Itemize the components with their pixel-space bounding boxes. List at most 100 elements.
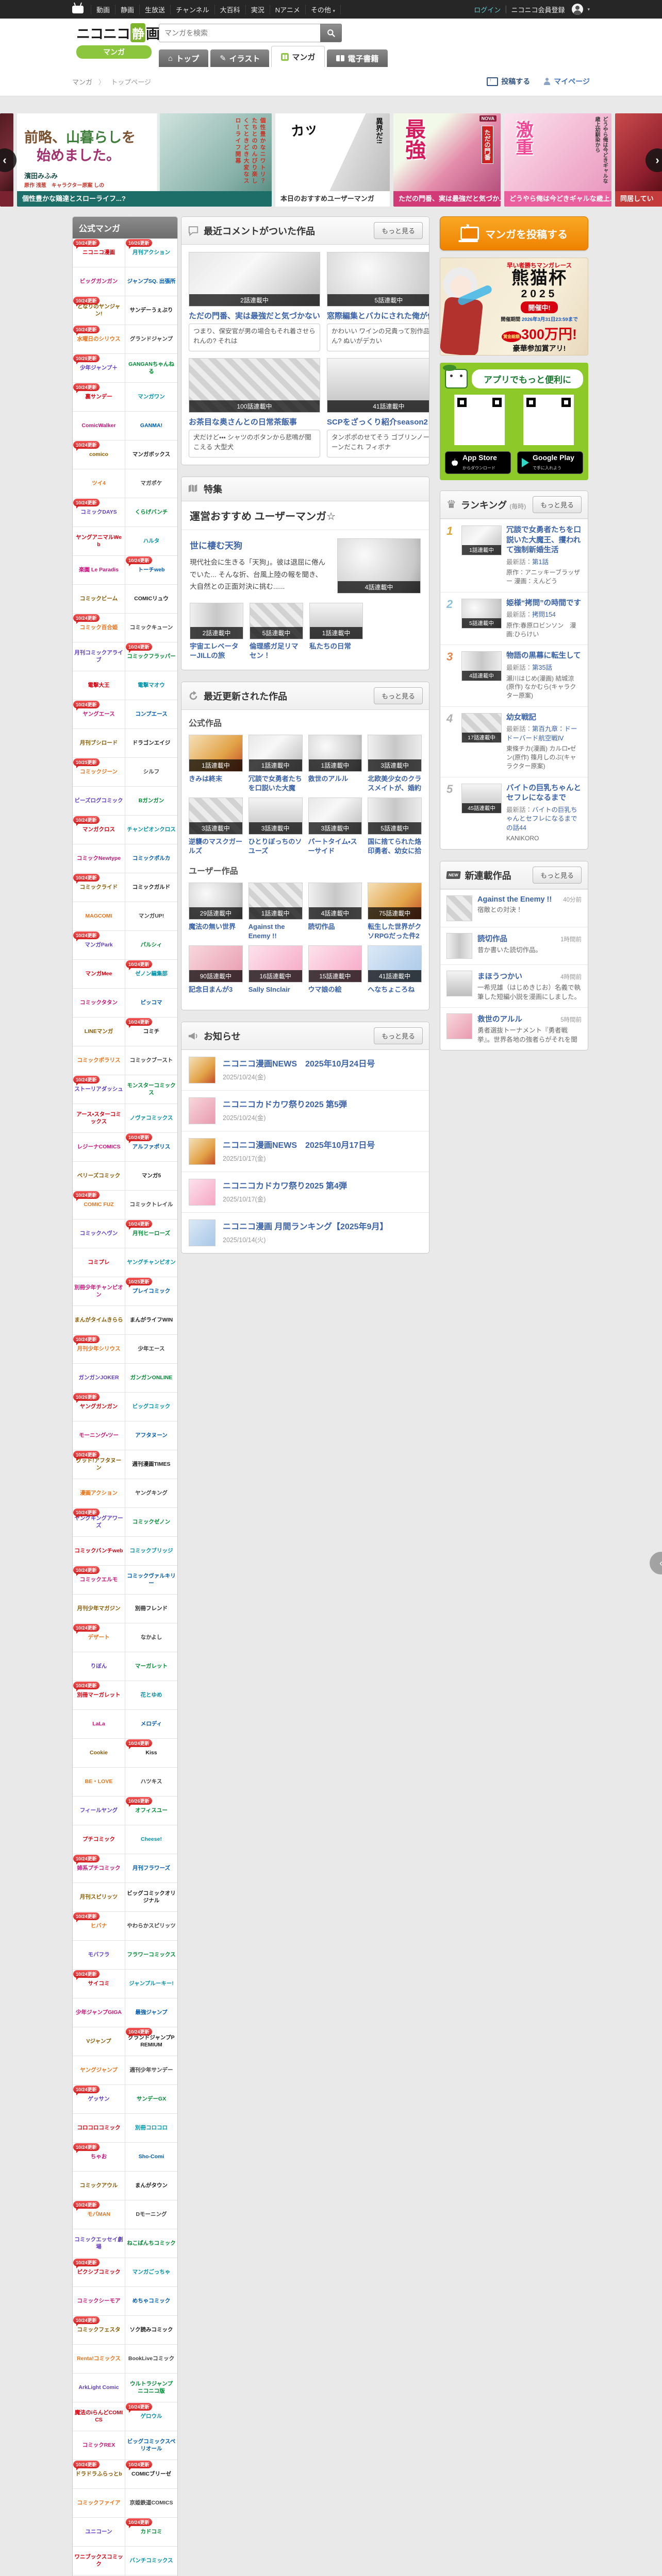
publisher-logo[interactable]: ツイ4 bbox=[73, 469, 125, 498]
carousel-slide[interactable]: 激重 どうやら俺は今どきギャルな歳上幼馴染から どうやら俺は今どきギャルな歳上... bbox=[504, 113, 611, 207]
publisher-logo[interactable]: モバフラ bbox=[73, 1941, 125, 1970]
work-thumbnail[interactable]: 41話連載中 bbox=[368, 945, 422, 983]
publisher-logo[interactable]: フィールヤング bbox=[73, 1797, 125, 1825]
carousel-slide[interactable]: 最強 ただの門番 NOVA ただの門番、実は最強だと気づか... bbox=[393, 113, 501, 207]
tab-illust[interactable]: ✎ イラスト bbox=[210, 49, 270, 67]
tab-top[interactable]: ⌂ トップ bbox=[159, 49, 209, 67]
work-title[interactable]: Against the Enemy !! bbox=[477, 895, 552, 904]
work-thumbnail[interactable]: 5話連載中 bbox=[461, 598, 502, 629]
publisher-logo[interactable]: 10/26更新 オフィスユー bbox=[125, 1797, 177, 1825]
topbar-link[interactable]: 実況 bbox=[246, 4, 270, 14]
publisher-logo[interactable]: BookLiveコミック bbox=[125, 2345, 177, 2374]
publisher-logo[interactable]: 10/24更新 ちゃお bbox=[73, 2143, 125, 2172]
publisher-logo[interactable]: コミックトレイル bbox=[125, 1191, 177, 1219]
publisher-logo[interactable]: サンデーうぇぶり bbox=[125, 296, 177, 325]
work-title[interactable]: ウマ娘の絵 bbox=[308, 986, 342, 994]
publisher-logo[interactable]: 花とゆめ bbox=[125, 1681, 177, 1710]
publisher-logo[interactable]: モンスターコミックス bbox=[125, 1075, 177, 1104]
breadcrumb-root[interactable]: マンガ bbox=[72, 78, 93, 86]
publisher-logo[interactable]: バンチコミックス bbox=[125, 2547, 177, 2575]
news-title[interactable]: ニコニコカドカワ祭り2025 第4弾 bbox=[223, 1182, 347, 1191]
work-thumbnail[interactable] bbox=[446, 933, 472, 959]
publisher-logo[interactable]: 10/24更新 ヒバナ bbox=[73, 1912, 125, 1941]
topbar-link[interactable]: チャンネル bbox=[171, 4, 215, 14]
publisher-logo[interactable]: コンプエース bbox=[125, 700, 177, 729]
publisher-logo[interactable]: 10/24更新 コミックフェスタ bbox=[73, 2316, 125, 2345]
work-title[interactable]: 記念日まんが3 bbox=[189, 986, 233, 994]
work-thumbnail[interactable]: 29話連載中 bbox=[189, 883, 243, 920]
publisher-logo[interactable]: 10/24更新 姉系プチコミック bbox=[73, 1854, 125, 1883]
publisher-logo[interactable]: 少年エース bbox=[125, 1335, 177, 1364]
work-title[interactable]: 転生した世界がクソRPGだった件2 bbox=[368, 923, 422, 940]
publisher-logo[interactable]: 10/24更新 アルファポリス bbox=[125, 1133, 177, 1162]
publisher-logo[interactable]: COMICリュウ bbox=[125, 585, 177, 614]
publisher-logo[interactable]: コミックガルド bbox=[125, 873, 177, 902]
work-thumbnail[interactable]: 1話連載中 bbox=[308, 735, 362, 772]
publisher-logo[interactable]: GANMA! bbox=[125, 412, 177, 440]
latest-episode-link[interactable]: 第1話 bbox=[532, 558, 549, 566]
work-title[interactable]: バイトの巨乳ちゃんとセフレになるまで bbox=[506, 784, 581, 803]
work-title[interactable]: きみは終末 bbox=[189, 775, 223, 783]
news-thumbnail[interactable] bbox=[189, 1179, 216, 1206]
publisher-logo[interactable]: 10/24更新 ヤングキングアワーズ bbox=[73, 1508, 125, 1537]
publisher-logo[interactable]: 別冊少年チャンピオン bbox=[73, 1277, 125, 1306]
publisher-logo[interactable]: コミックポルカ bbox=[125, 844, 177, 873]
carousel-slide[interactable]: 同居してい bbox=[615, 113, 662, 207]
work-title[interactable]: 姫様“拷問”の時間です bbox=[506, 599, 581, 607]
carousel-slide[interactable]: 前略、山暮らしを 始めました。 濱田みふみ 原作 浅葱 キャラクター原案 しの 個性豊か… bbox=[17, 113, 272, 207]
publisher-logo[interactable]: 10/24更新 コミックエルモ bbox=[73, 1566, 125, 1595]
publisher-logo[interactable]: MAGCOMI bbox=[73, 902, 125, 931]
tab-ebook[interactable]: 電子書籍 bbox=[327, 49, 388, 67]
publisher-logo[interactable]: Bガンガン bbox=[125, 787, 177, 816]
latest-episode-link[interactable]: バイトの巨乳ちゃんとセフレになるまでの話44 bbox=[506, 806, 577, 832]
publisher-logo[interactable]: りぼん bbox=[73, 1652, 125, 1681]
publisher-logo[interactable]: コミックバンチweb bbox=[73, 1537, 125, 1566]
more-button[interactable]: もっと見る bbox=[532, 496, 582, 513]
news-title[interactable]: ニコニコ漫画NEWS 2025年10月24日号 bbox=[223, 1060, 375, 1069]
work-thumbnail[interactable]: 1話連載中 bbox=[189, 735, 243, 772]
publisher-logo[interactable]: ビーズログコミック bbox=[73, 787, 125, 816]
work-thumbnail[interactable]: 3話連載中 bbox=[189, 798, 243, 835]
featured-work-thumbnail[interactable]: 4話連載中 bbox=[337, 538, 421, 594]
tab-manga[interactable]: マンガ bbox=[271, 46, 325, 67]
niconico-tv-icon[interactable] bbox=[72, 5, 84, 13]
publisher-logo[interactable]: 10/26更新 月刊アクション bbox=[125, 239, 177, 267]
publisher-logo[interactable]: めちゃコミック bbox=[125, 2287, 177, 2316]
publisher-logo[interactable]: コミックヴァルキリー bbox=[125, 1566, 177, 1595]
publisher-logo[interactable]: BE・LOVE bbox=[73, 1768, 125, 1797]
work-title[interactable]: ただの門番、実は最強だと気づかない bbox=[189, 312, 321, 320]
work-thumbnail[interactable]: 1話連載中 bbox=[309, 603, 363, 639]
publisher-logo[interactable]: ベリーズコミック bbox=[73, 1162, 125, 1191]
publisher-logo[interactable]: ソク読みコミック bbox=[125, 2316, 177, 2345]
publisher-logo[interactable]: 漫画アクション bbox=[73, 1479, 125, 1508]
work-thumbnail[interactable]: 3話連載中 bbox=[308, 798, 362, 835]
publisher-logo[interactable]: マンガごっちゃ bbox=[125, 2258, 177, 2287]
publisher-logo[interactable]: ヤングアニマルWeb bbox=[73, 527, 125, 556]
work-thumbnail[interactable]: 17話連載中 bbox=[461, 713, 502, 743]
topbar-link[interactable]: Nアニメ bbox=[270, 4, 306, 14]
publisher-logo[interactable]: 10/24更新 COMICブリーゼ bbox=[125, 2460, 177, 2489]
publisher-logo[interactable]: ヤングキング bbox=[125, 1479, 177, 1508]
publisher-logo[interactable]: グランドジャンプ bbox=[125, 325, 177, 354]
publisher-logo[interactable]: ヤングチャンピオン bbox=[125, 1248, 177, 1277]
publisher-logo[interactable]: Sho-Comi bbox=[125, 2143, 177, 2172]
publisher-logo[interactable]: 10/24更新 グランドジャンプPREMIUM bbox=[125, 2027, 177, 2056]
publisher-logo[interactable]: マンガワン bbox=[125, 383, 177, 412]
publisher-logo[interactable]: 10/24更新 コミック百合姫 bbox=[73, 614, 125, 642]
publisher-logo[interactable]: くらげバンチ bbox=[125, 498, 177, 527]
publisher-logo[interactable]: LaLa bbox=[73, 1710, 125, 1739]
publisher-logo[interactable]: 10/24更新 ゲッサン bbox=[73, 2085, 125, 2114]
publisher-logo[interactable]: ウルトラジャンプ ニコニコ版 bbox=[125, 2374, 177, 2402]
chevron-down-icon[interactable]: ▾ bbox=[587, 6, 590, 12]
work-title[interactable]: 逆襲のマスクガールズ bbox=[189, 838, 243, 855]
publisher-logo[interactable]: コミックエッセイ劇場 bbox=[73, 2229, 125, 2258]
work-title[interactable]: 私たちの日常 bbox=[309, 642, 351, 650]
work-title[interactable]: パートタイム・スーサイド bbox=[308, 838, 357, 855]
work-thumbnail[interactable]: 45話連載中 bbox=[461, 783, 502, 814]
publisher-logo[interactable]: サンデーGX bbox=[125, 2085, 177, 2114]
publisher-logo[interactable]: なかよし bbox=[125, 1623, 177, 1652]
publisher-logo[interactable]: ノヴァコミックス bbox=[125, 1104, 177, 1133]
work-title[interactable]: 救世のアルル bbox=[308, 775, 349, 783]
topbar-link[interactable]: 大百科 bbox=[215, 4, 246, 14]
publisher-logo[interactable]: 10/24更新 コミックDAYS bbox=[73, 498, 125, 527]
